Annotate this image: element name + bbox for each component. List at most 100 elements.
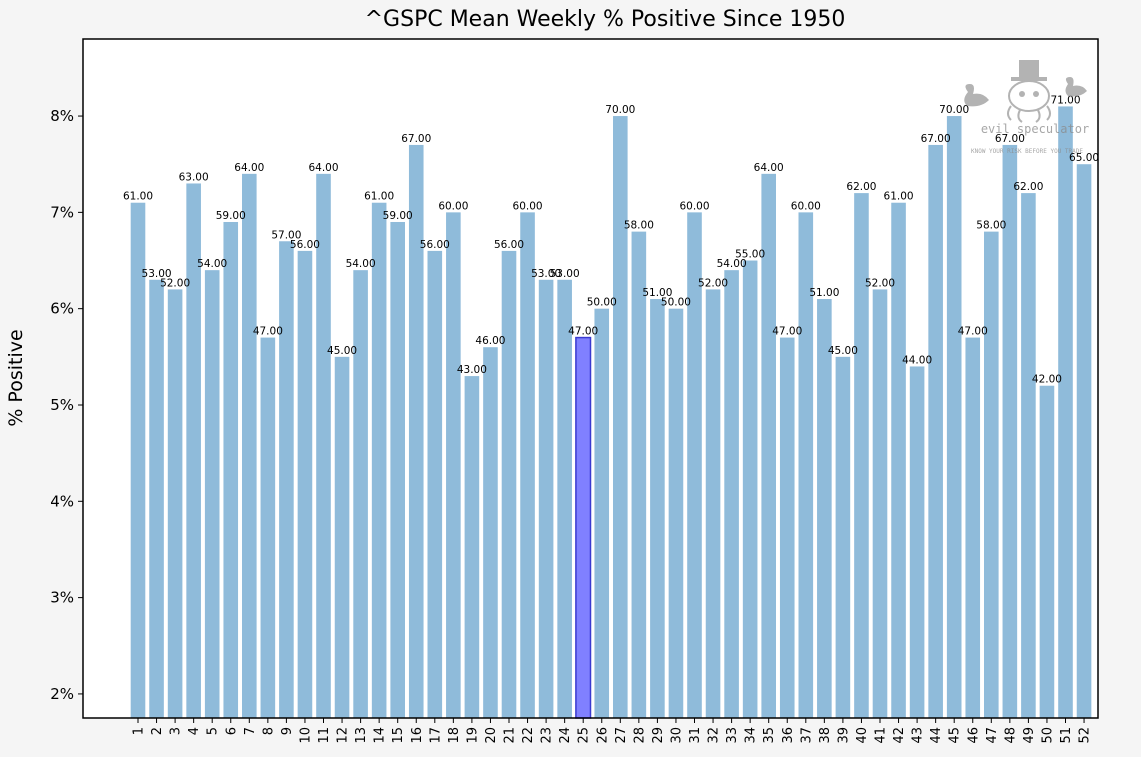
bar [928, 144, 943, 718]
data-label: 57.00 [271, 229, 301, 241]
data-label: 47.00 [253, 326, 283, 338]
bar [242, 173, 257, 719]
y-tick-label: 4% [50, 492, 74, 510]
x-tick-label: 32 [707, 727, 722, 744]
data-label: 60.00 [438, 200, 468, 212]
watermark-logo: evil speculator KNOW YOUR RISK BEFORE YO… [964, 60, 1089, 155]
data-label: 54.00 [346, 258, 376, 270]
data-label: 55.00 [735, 249, 765, 261]
bar [223, 221, 239, 719]
x-tick-label: 34 [744, 727, 759, 744]
bar [687, 212, 702, 719]
x-tick-label: 35 [762, 727, 777, 744]
bar [613, 116, 628, 719]
data-label: 47.00 [958, 326, 988, 338]
bar [557, 279, 572, 718]
data-label: 60.00 [791, 200, 821, 212]
bar [204, 270, 220, 718]
y-tick-label: 8% [50, 107, 74, 125]
y-tick-label: 5% [50, 396, 74, 414]
x-tick-label: 50 [1040, 727, 1055, 744]
bar [891, 202, 906, 719]
x-tick-label: 1 [132, 727, 147, 735]
x-tick-label: 39 [836, 727, 851, 744]
bar-highlighted [575, 336, 592, 719]
data-label: 64.00 [308, 162, 338, 174]
x-tick-label: 14 [373, 727, 388, 744]
data-label: 71.00 [1050, 94, 1080, 106]
data-label: 47.00 [568, 326, 598, 338]
y-tick-label: 2% [50, 685, 74, 703]
data-label: 63.00 [179, 171, 209, 183]
bar [149, 279, 164, 718]
bar [353, 270, 368, 718]
plot-frame [82, 38, 1099, 719]
data-label: 58.00 [976, 220, 1006, 232]
x-tick-label: 4 [187, 727, 202, 735]
x-tick-label: 43 [911, 727, 926, 744]
bar [1076, 164, 1092, 718]
data-label: 70.00 [939, 104, 969, 116]
x-tick-label: 15 [391, 727, 406, 744]
x-tick-label: 6 [224, 727, 239, 735]
data-label: 70.00 [605, 104, 635, 116]
x-tick-label: 29 [651, 727, 666, 744]
x-tick-label: 46 [966, 727, 981, 744]
data-label: 60.00 [513, 200, 543, 212]
x-tick-label: 41 [874, 727, 889, 744]
data-label: 45.00 [828, 345, 858, 357]
data-labels-group: 61.0053.0052.0063.0054.0059.0064.0047.00… [123, 94, 1099, 385]
data-label: 46.00 [475, 335, 505, 347]
x-tick-label: 8 [261, 727, 276, 735]
x-tick-label: 19 [465, 727, 480, 744]
data-label: 52.00 [160, 277, 190, 289]
x-tick-label: 20 [484, 727, 499, 744]
bar [390, 221, 405, 719]
bar [483, 347, 498, 718]
data-label: 53.00 [550, 268, 580, 280]
bar [705, 289, 721, 718]
bar [1039, 385, 1055, 718]
x-tick-label: 40 [855, 727, 870, 744]
data-label: 54.00 [717, 258, 747, 270]
bar [501, 250, 517, 718]
bar [371, 202, 387, 719]
watermark-brand: evil speculator [981, 122, 1089, 136]
bar [130, 202, 146, 719]
data-label: 61.00 [364, 191, 394, 203]
x-tick-label: 2 [150, 727, 165, 735]
bar [446, 212, 461, 719]
x-tick-label: 9 [280, 727, 295, 735]
bar [464, 376, 480, 718]
y-axis-label: % Positive [5, 329, 27, 426]
data-label: 53.00 [142, 268, 172, 280]
data-label: 65.00 [1069, 152, 1099, 164]
x-tick-label: 21 [503, 727, 518, 744]
x-tick-label: 30 [669, 727, 684, 744]
bar [872, 289, 888, 718]
x-tick-label: 23 [540, 727, 555, 744]
chart-title: ^GSPC Mean Weekly % Positive Since 1950 [365, 7, 846, 32]
data-label: 61.00 [884, 191, 914, 203]
bar [724, 270, 739, 718]
data-label: 64.00 [754, 162, 784, 174]
data-label: 42.00 [1032, 374, 1062, 386]
bar [1021, 193, 1036, 719]
x-tick-label: 3 [169, 727, 184, 735]
data-label: 44.00 [902, 354, 932, 366]
bar [260, 337, 276, 718]
x-tick-label: 7 [243, 727, 258, 735]
x-tick-label: 10 [298, 727, 313, 744]
bar [965, 337, 981, 718]
x-tick-label: 51 [1059, 727, 1074, 744]
data-label: 47.00 [772, 326, 802, 338]
data-label: 61.00 [123, 191, 153, 203]
bar [1058, 106, 1073, 719]
x-tick-label: 48 [1003, 727, 1018, 744]
x-tick-label: 38 [818, 727, 833, 744]
data-label: 43.00 [457, 364, 487, 376]
x-tick-label: 25 [577, 727, 592, 744]
x-tick-label: 33 [725, 727, 740, 744]
data-label: 67.00 [401, 133, 431, 145]
